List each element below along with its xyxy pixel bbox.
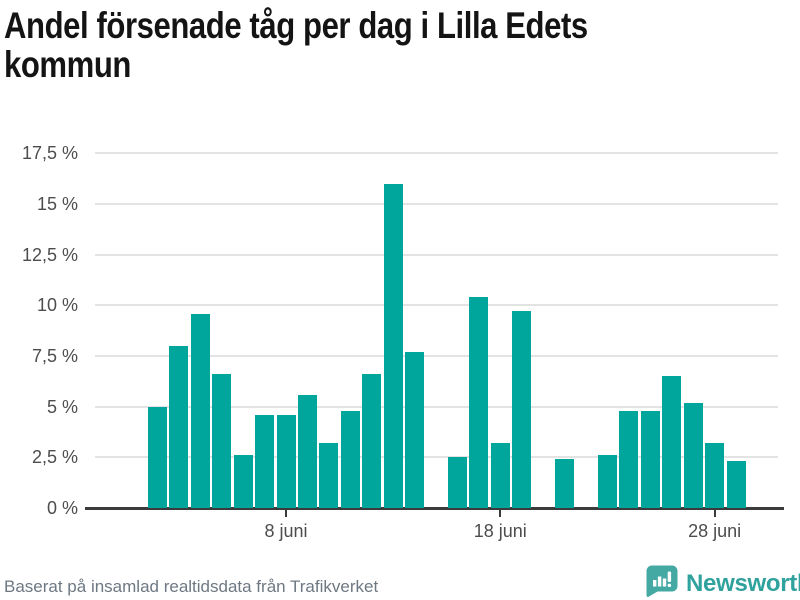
y-axis-tick-label: 17,5 % bbox=[21, 143, 78, 164]
newsworthy-wordmark: Newsworthy bbox=[686, 569, 800, 597]
y-axis-tick-label: 0 % bbox=[46, 498, 78, 518]
bar-10-juni bbox=[319, 443, 339, 508]
x-axis-tick bbox=[499, 510, 502, 517]
y-axis-tick-label: 7,5 % bbox=[31, 346, 78, 367]
bar-12-juni bbox=[362, 374, 382, 508]
x-axis-tick-label: 8 juni bbox=[264, 521, 308, 541]
gridline-2.5 bbox=[95, 456, 778, 459]
gridline-10 bbox=[95, 304, 778, 307]
bar-17-juni bbox=[469, 297, 489, 508]
y-axis-tick-label: 2,5 % bbox=[31, 447, 78, 468]
newsworthy-logo: Newsworthy bbox=[645, 564, 800, 600]
chart-title: Andel försenade tåg per dag i Lilla Edet… bbox=[4, 6, 588, 84]
x-axis-tick bbox=[285, 510, 287, 517]
bar-9-juni bbox=[297, 394, 317, 508]
bar-7-juni bbox=[255, 414, 275, 508]
bar-13-juni bbox=[383, 183, 403, 508]
gridline-7.5 bbox=[95, 355, 778, 358]
y-axis-tick-label: 12,5 % bbox=[21, 244, 78, 265]
bar-14-juni bbox=[405, 351, 425, 508]
bar-6-juni bbox=[233, 455, 253, 508]
bar-2-juni bbox=[147, 406, 167, 508]
bar-5-juni bbox=[212, 374, 232, 508]
x-axis-line bbox=[85, 507, 784, 510]
bar-28-juni bbox=[705, 443, 725, 508]
bar-24-juni bbox=[619, 410, 639, 508]
bar-27-juni bbox=[683, 402, 703, 508]
bar-18-juni bbox=[490, 443, 510, 508]
y-axis-tick-label: 10 % bbox=[36, 295, 78, 316]
gridline-5 bbox=[95, 405, 778, 408]
gridline-17.5 bbox=[95, 152, 778, 155]
bar-21-juni bbox=[555, 459, 575, 508]
x-axis-tick bbox=[713, 510, 716, 517]
bar-11-juni bbox=[340, 410, 360, 508]
bar-3-juni bbox=[169, 345, 189, 508]
y-axis-tick-label: 15 % bbox=[36, 194, 78, 215]
bar-26-juni bbox=[662, 376, 682, 508]
bar-8-juni bbox=[276, 414, 296, 508]
gridline-15 bbox=[95, 203, 778, 206]
x-axis-tick-label: 18 juni bbox=[473, 521, 527, 541]
x-axis-tick-label: 28 juni bbox=[688, 521, 742, 541]
bar-16-juni bbox=[447, 457, 467, 508]
bar-19-juni bbox=[512, 311, 532, 508]
newsworthy-bubble-chart-icon bbox=[645, 564, 679, 600]
bar-25-juni bbox=[640, 410, 660, 508]
y-axis-tick-label: 5 % bbox=[46, 396, 78, 417]
bar-4-juni bbox=[190, 313, 210, 508]
source-attribution: Baserat på insamlad realtidsdata från Tr… bbox=[4, 577, 379, 596]
chart-title-line1: Andel försenade tåg per dag i Lilla Edet… bbox=[4, 5, 588, 46]
bar-29-juni bbox=[726, 461, 746, 508]
gridline-12.5 bbox=[95, 253, 778, 256]
bar-23-juni bbox=[597, 455, 617, 508]
chart-title-line2: kommun bbox=[4, 44, 131, 85]
